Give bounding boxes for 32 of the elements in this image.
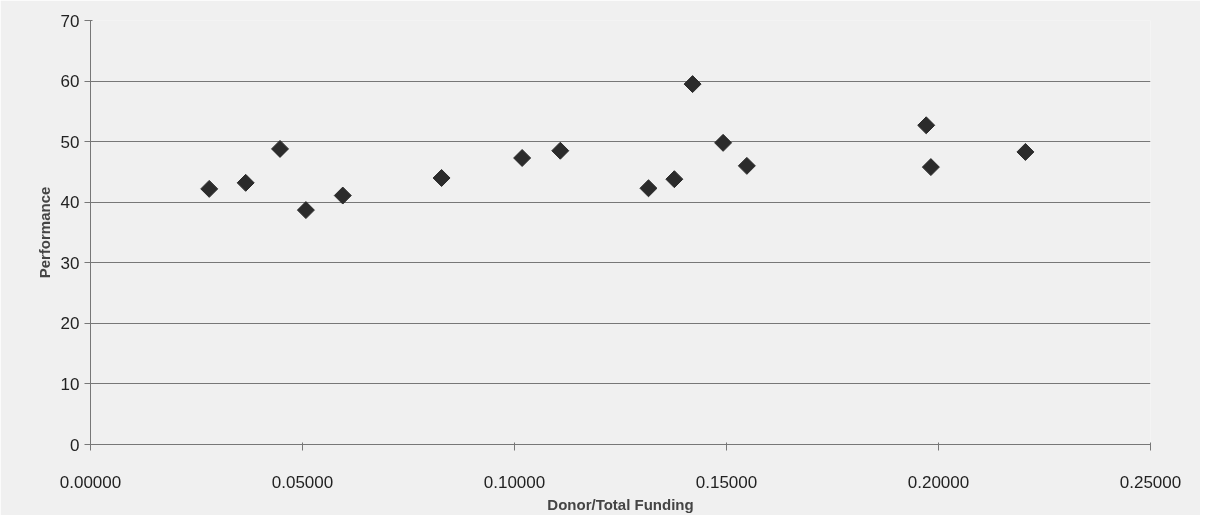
x-tick-label: 0.05000 bbox=[271, 472, 334, 492]
point bbox=[683, 75, 702, 94]
point bbox=[921, 158, 940, 177]
y-tick-label: 40 bbox=[60, 193, 80, 213]
point bbox=[714, 133, 733, 152]
y-tick-label: 30 bbox=[60, 253, 80, 273]
point bbox=[333, 186, 352, 205]
point bbox=[513, 149, 532, 167]
y-tick-label: 20 bbox=[60, 314, 80, 334]
y-tick-label: 50 bbox=[60, 132, 80, 152]
x-tick-label: 0.00000 bbox=[59, 472, 122, 492]
point bbox=[1016, 142, 1035, 161]
point bbox=[665, 170, 684, 189]
point bbox=[917, 116, 936, 135]
point bbox=[737, 156, 756, 175]
y-tick-label: 60 bbox=[60, 72, 80, 92]
point bbox=[200, 179, 219, 198]
point bbox=[271, 139, 290, 158]
x-tick-label: 0.10000 bbox=[483, 472, 546, 492]
point bbox=[296, 201, 315, 220]
point bbox=[551, 141, 570, 160]
point bbox=[639, 179, 658, 198]
x-tick-label: 0.20000 bbox=[907, 472, 970, 492]
x-tick-label: 0.15000 bbox=[695, 472, 758, 492]
x-axis-title: Donor/Total Funding bbox=[547, 495, 694, 513]
y-tick-label: 0 bbox=[70, 435, 80, 455]
x-tick-label: 0.25000 bbox=[1119, 472, 1182, 492]
point bbox=[236, 173, 255, 192]
point bbox=[432, 169, 451, 187]
y-tick-label: 70 bbox=[60, 11, 80, 31]
y-axis-title: Performance bbox=[35, 186, 53, 279]
y-tick-label: 10 bbox=[60, 374, 80, 394]
